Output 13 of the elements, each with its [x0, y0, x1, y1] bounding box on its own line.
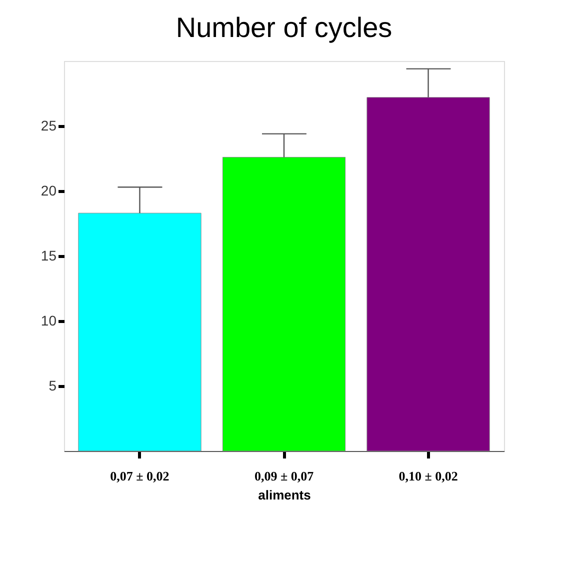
y-tick-label: 5: [48, 378, 57, 394]
x-axis-title: aliments: [258, 488, 311, 502]
bar: [366, 97, 490, 452]
x-tick-label: 0,09 ± 0,07: [254, 468, 314, 484]
bar: [78, 212, 202, 452]
bar: [222, 156, 346, 452]
y-tick-label: 15: [40, 248, 57, 264]
y-tick-label: 25: [40, 118, 57, 134]
y-tick-label: 20: [40, 182, 57, 198]
y-tick-label: 10: [40, 312, 57, 328]
x-tick-label: 0,07 ± 0,02: [110, 468, 170, 484]
chart-title: Number of cycles: [176, 12, 392, 43]
x-tick-label: 0,10 ± 0,02: [398, 468, 458, 484]
